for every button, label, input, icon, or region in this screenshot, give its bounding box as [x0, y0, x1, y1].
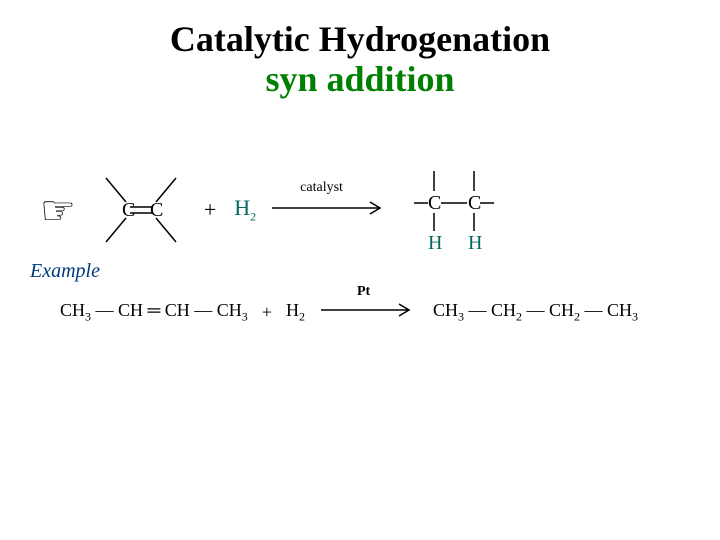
alkane-product-structure: C C H H [404, 165, 504, 255]
title-line-1: Catalytic Hydrogenation [170, 19, 550, 59]
arrow-label-pt: Pt [357, 284, 370, 300]
arrow-label-catalyst: catalyst [300, 180, 343, 196]
butene-formula: CH3 — CH ═ CH — CH3 [60, 300, 248, 325]
general-reaction-row: ☞ C C + H2 catalyst C C H H [40, 165, 504, 255]
svg-text:H: H [428, 232, 442, 254]
example-reaction-row: CH3 — CH ═ CH — CH3 + H2 Pt CH3 — CH2 — … [60, 300, 638, 325]
reaction-arrow: catalyst [270, 198, 390, 223]
alkene-structure: C C [96, 170, 186, 250]
plus-sign-2: + [262, 302, 272, 323]
plus-sign: + [204, 197, 216, 223]
hydrogen-reagent: H2 [234, 195, 256, 224]
svg-text:C: C [150, 199, 163, 221]
pointing-hand-icon: ☞ [40, 187, 76, 234]
reaction-arrow-2: Pt [319, 300, 419, 325]
butane-formula: CH3 — CH2 — CH2 — CH3 [433, 300, 638, 325]
hydrogen-reagent-2: H2 [286, 300, 305, 325]
svg-text:H: H [468, 232, 482, 254]
slide-title: Catalytic Hydrogenation syn addition [0, 0, 720, 99]
title-line-2: syn addition [265, 59, 454, 99]
svg-text:C: C [122, 199, 135, 221]
svg-text:C: C [468, 192, 481, 214]
example-label: Example [30, 260, 100, 283]
svg-text:C: C [428, 192, 441, 214]
